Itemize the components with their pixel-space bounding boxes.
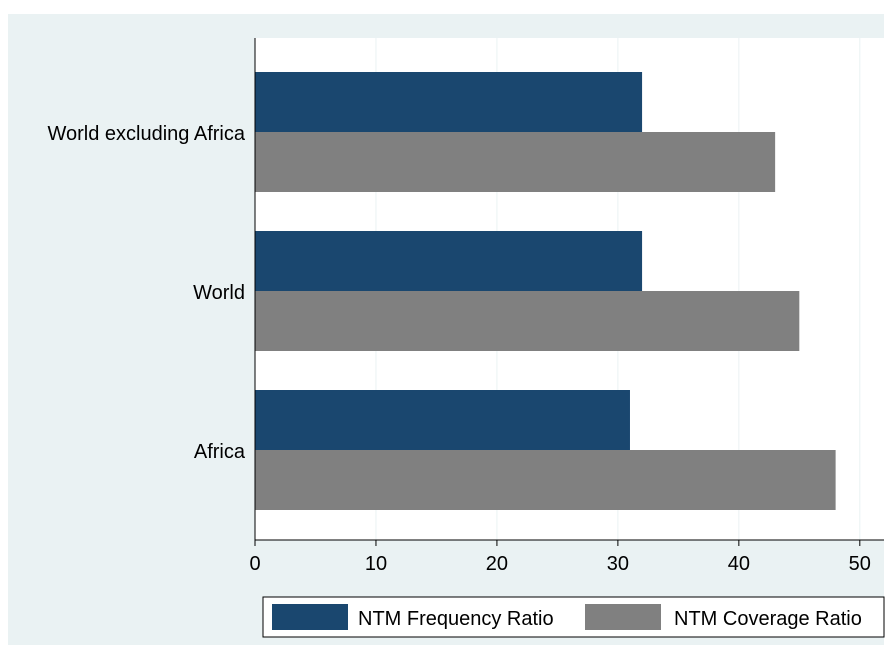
bar-ntm-coverage-ratio-world-excluding-africa	[255, 132, 776, 192]
legend-label: NTM Coverage Ratio	[674, 608, 862, 630]
bar-ntm-frequency-ratio-world-excluding-africa	[255, 72, 643, 132]
legend-box	[262, 596, 885, 638]
bar-ntm-frequency-ratio-africa	[255, 390, 630, 450]
category-label: Africa	[194, 441, 246, 463]
legend-swatch-1	[585, 604, 661, 630]
x-tick-label: 20	[486, 553, 508, 575]
x-tick-label: 0	[249, 553, 260, 575]
x-tick-label: 30	[607, 553, 629, 575]
x-tick-label: 10	[365, 553, 387, 575]
legend-label: NTM Frequency Ratio	[358, 608, 554, 630]
bar-ntm-coverage-ratio-africa	[255, 450, 836, 510]
bar-ntm-frequency-ratio-world	[255, 231, 643, 291]
x-tick-label: 40	[728, 553, 750, 575]
x-tick-label: 50	[849, 553, 871, 575]
category-label: World excluding Africa	[48, 123, 246, 145]
bar-ntm-coverage-ratio-world	[255, 291, 800, 351]
legend-swatch-0	[272, 604, 348, 630]
category-label: World	[193, 282, 245, 304]
